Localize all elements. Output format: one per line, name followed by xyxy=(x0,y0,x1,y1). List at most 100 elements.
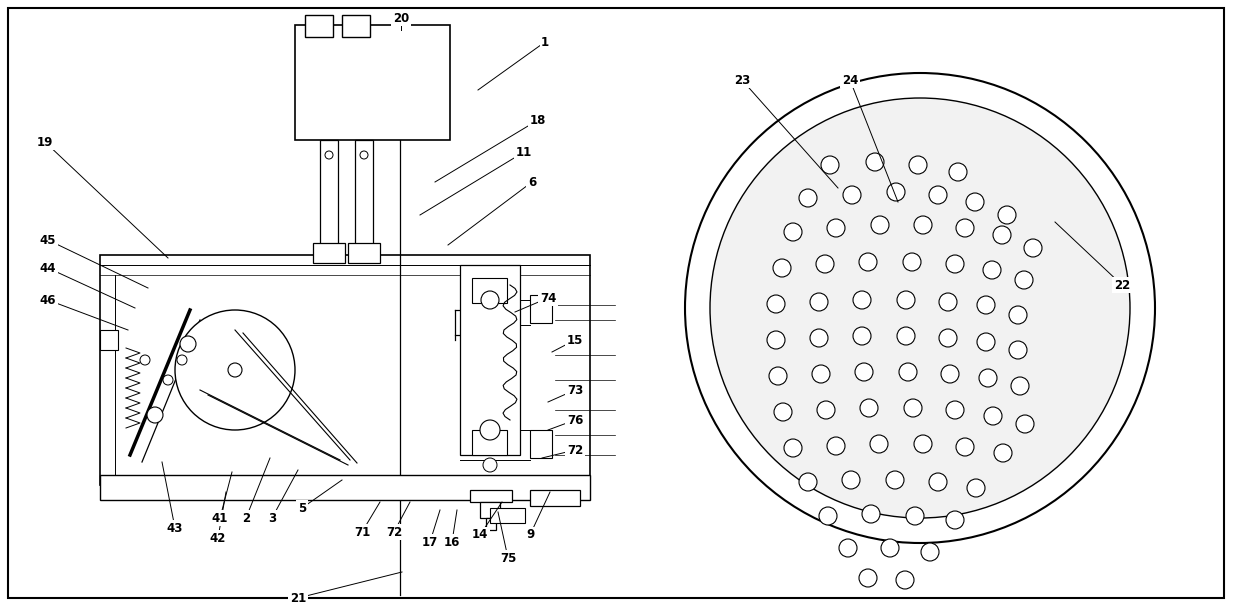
Text: 6: 6 xyxy=(528,176,536,188)
Circle shape xyxy=(1011,377,1029,395)
Bar xyxy=(529,295,552,323)
Circle shape xyxy=(985,407,1002,425)
Circle shape xyxy=(360,151,368,159)
Circle shape xyxy=(946,255,963,273)
Bar xyxy=(100,255,590,485)
Circle shape xyxy=(180,336,196,352)
Circle shape xyxy=(899,363,918,381)
Circle shape xyxy=(481,291,498,309)
Circle shape xyxy=(774,403,792,421)
Circle shape xyxy=(799,473,817,491)
Circle shape xyxy=(856,363,873,381)
Circle shape xyxy=(998,206,1016,224)
Bar xyxy=(348,243,379,263)
Circle shape xyxy=(810,329,828,347)
Circle shape xyxy=(862,505,880,523)
Circle shape xyxy=(843,186,861,204)
Text: 9: 9 xyxy=(526,529,534,542)
Circle shape xyxy=(870,216,889,234)
Circle shape xyxy=(827,219,844,237)
Circle shape xyxy=(956,219,973,237)
Circle shape xyxy=(941,365,959,383)
Text: 16: 16 xyxy=(444,535,460,548)
Text: 42: 42 xyxy=(210,532,226,545)
Circle shape xyxy=(929,473,947,491)
Circle shape xyxy=(784,439,802,457)
Bar xyxy=(490,508,525,523)
Circle shape xyxy=(175,310,295,430)
Circle shape xyxy=(904,399,923,417)
Circle shape xyxy=(946,511,963,529)
Circle shape xyxy=(818,507,837,525)
Bar xyxy=(295,25,450,140)
Text: 17: 17 xyxy=(422,535,438,548)
Circle shape xyxy=(977,333,994,351)
Bar xyxy=(486,518,496,530)
Text: 74: 74 xyxy=(539,292,557,305)
Text: 18: 18 xyxy=(529,114,546,126)
Circle shape xyxy=(993,226,1011,244)
Circle shape xyxy=(839,539,857,557)
Circle shape xyxy=(711,98,1130,518)
Circle shape xyxy=(812,365,830,383)
Text: 75: 75 xyxy=(500,551,516,564)
Text: 3: 3 xyxy=(268,511,277,524)
Circle shape xyxy=(177,355,187,365)
Bar xyxy=(100,330,118,350)
Circle shape xyxy=(784,223,802,241)
Text: 2: 2 xyxy=(242,511,250,524)
Circle shape xyxy=(810,293,828,311)
Circle shape xyxy=(939,329,957,347)
Bar xyxy=(355,140,373,245)
Circle shape xyxy=(921,543,939,561)
Text: 72: 72 xyxy=(386,526,402,538)
Circle shape xyxy=(887,471,904,489)
Text: 72: 72 xyxy=(567,443,583,456)
Circle shape xyxy=(897,291,915,309)
Text: 73: 73 xyxy=(567,384,583,397)
Bar xyxy=(460,265,520,455)
Circle shape xyxy=(906,507,924,525)
Text: 46: 46 xyxy=(40,293,56,306)
Circle shape xyxy=(768,295,785,313)
Circle shape xyxy=(484,458,497,472)
Circle shape xyxy=(977,296,994,314)
Circle shape xyxy=(866,153,884,171)
Circle shape xyxy=(980,369,997,387)
Circle shape xyxy=(1016,271,1033,289)
Circle shape xyxy=(994,444,1012,462)
Bar xyxy=(320,140,339,245)
Circle shape xyxy=(966,193,985,211)
Bar xyxy=(529,430,552,458)
Circle shape xyxy=(1009,341,1027,359)
Bar xyxy=(305,15,334,37)
Circle shape xyxy=(859,569,877,587)
Circle shape xyxy=(880,539,899,557)
Bar xyxy=(472,430,507,455)
Circle shape xyxy=(773,259,791,277)
Text: 41: 41 xyxy=(212,511,228,524)
Circle shape xyxy=(983,261,1001,279)
Circle shape xyxy=(887,183,905,201)
Text: 24: 24 xyxy=(842,74,858,87)
Circle shape xyxy=(140,355,150,365)
Circle shape xyxy=(821,156,839,174)
Bar xyxy=(100,475,590,500)
Text: 45: 45 xyxy=(40,233,56,246)
Bar xyxy=(312,243,345,263)
Text: 43: 43 xyxy=(167,521,184,535)
Text: 71: 71 xyxy=(353,526,370,538)
Circle shape xyxy=(914,435,932,453)
Text: 5: 5 xyxy=(298,502,306,515)
Circle shape xyxy=(897,327,915,345)
Circle shape xyxy=(799,189,817,207)
Circle shape xyxy=(684,73,1154,543)
Circle shape xyxy=(956,438,973,456)
Text: 76: 76 xyxy=(567,413,583,427)
Text: 19: 19 xyxy=(37,136,53,149)
Circle shape xyxy=(1009,306,1027,324)
Circle shape xyxy=(228,363,242,377)
Circle shape xyxy=(939,293,957,311)
Bar xyxy=(342,15,370,37)
Circle shape xyxy=(769,367,787,385)
